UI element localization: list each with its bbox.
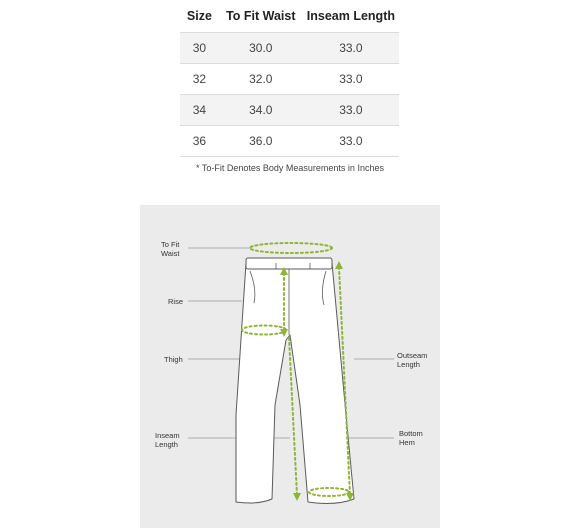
label-thigh: Thigh [164, 355, 183, 364]
measurement-arrowheads [280, 261, 354, 501]
cell-waist: 32.0 [218, 63, 303, 95]
cell-size: 30 [180, 32, 219, 64]
table-header-row: Size To Fit Waist Inseam Length [180, 0, 399, 33]
cell-inseam: 33.0 [302, 63, 399, 95]
label-to-fit-waist: To Fit Waist [161, 240, 180, 258]
size-chart-table: Size To Fit Waist Inseam Length 30 30.0 … [180, 0, 399, 157]
cell-size: 32 [180, 63, 219, 95]
table-row: 36 36.0 33.0 [180, 125, 399, 157]
cell-inseam: 33.0 [302, 125, 399, 157]
cell-waist: 36.0 [218, 125, 303, 157]
label-bottom-hem: Bottom Hem [399, 429, 423, 447]
table-row: 30 30.0 33.0 [180, 32, 399, 64]
label-outseam-length: Outseam Length [397, 351, 428, 369]
label-rise: Rise [168, 297, 184, 306]
pants-measurement-diagram: To Fit Waist Rise Thigh Outseam Length I… [140, 205, 440, 528]
pants-illustration [188, 242, 394, 504]
label-inseam-length: Inseam Length [155, 431, 180, 449]
cell-inseam: 33.0 [302, 94, 399, 126]
header-to-fit-waist: To Fit Waist [226, 9, 296, 23]
measurement-note: * To-Fit Denotes Body Measurements in In… [196, 163, 384, 173]
hem-measure-ellipse [308, 487, 350, 497]
cell-size: 34 [180, 94, 219, 126]
outseam-measure-line [338, 266, 351, 496]
cell-waist: 34.0 [218, 94, 303, 126]
pants-details [249, 263, 327, 335]
table-row: 34 34.0 33.0 [180, 94, 399, 126]
cell-inseam: 33.0 [302, 32, 399, 64]
waist-measure-ellipse [249, 242, 333, 254]
pants-outline [235, 257, 355, 504]
inseam-measure-line [288, 337, 298, 496]
header-size: Size [186, 9, 212, 23]
table-row: 32 32.0 33.0 [180, 63, 399, 95]
cell-waist: 30.0 [218, 32, 303, 64]
header-inseam-length: Inseam Length [306, 9, 395, 23]
cell-size: 36 [180, 125, 219, 157]
